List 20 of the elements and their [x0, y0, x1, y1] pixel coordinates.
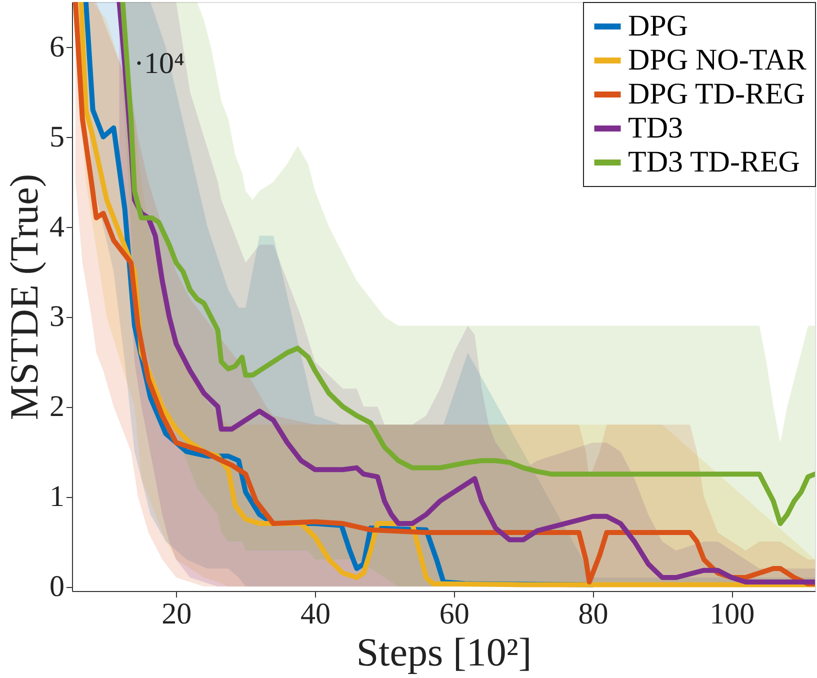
y-tick-label: 5 [50, 120, 64, 154]
x-tick-label: 20 [162, 598, 192, 630]
y-tick-label: 0 [50, 570, 64, 604]
legend-label: DPG NO-TAR [628, 44, 806, 76]
legend-label: TD3 TD-REG [628, 146, 800, 178]
y-tick-label: 6 [50, 30, 64, 64]
x-tick-label: 60 [439, 598, 470, 630]
y-tick-label: 3 [50, 300, 64, 334]
legend-label: DPG [628, 10, 688, 42]
y-axis-title: MSTDE (True) [2, 174, 46, 420]
x-tick-label: 40 [300, 598, 331, 630]
y-tick-label: 4 [50, 210, 64, 244]
y-tick-label: 1 [50, 480, 64, 514]
legend-label: DPG TD-REG [628, 78, 805, 110]
annotation: ·10⁴ [134, 47, 184, 80]
legend-label: TD3 [628, 112, 683, 144]
x-tick-label: 80 [578, 598, 608, 630]
x-tick-label: 100 [710, 598, 755, 630]
y-tick-label: 2 [50, 390, 64, 424]
x-axis-title: Steps [10²] [356, 630, 532, 674]
